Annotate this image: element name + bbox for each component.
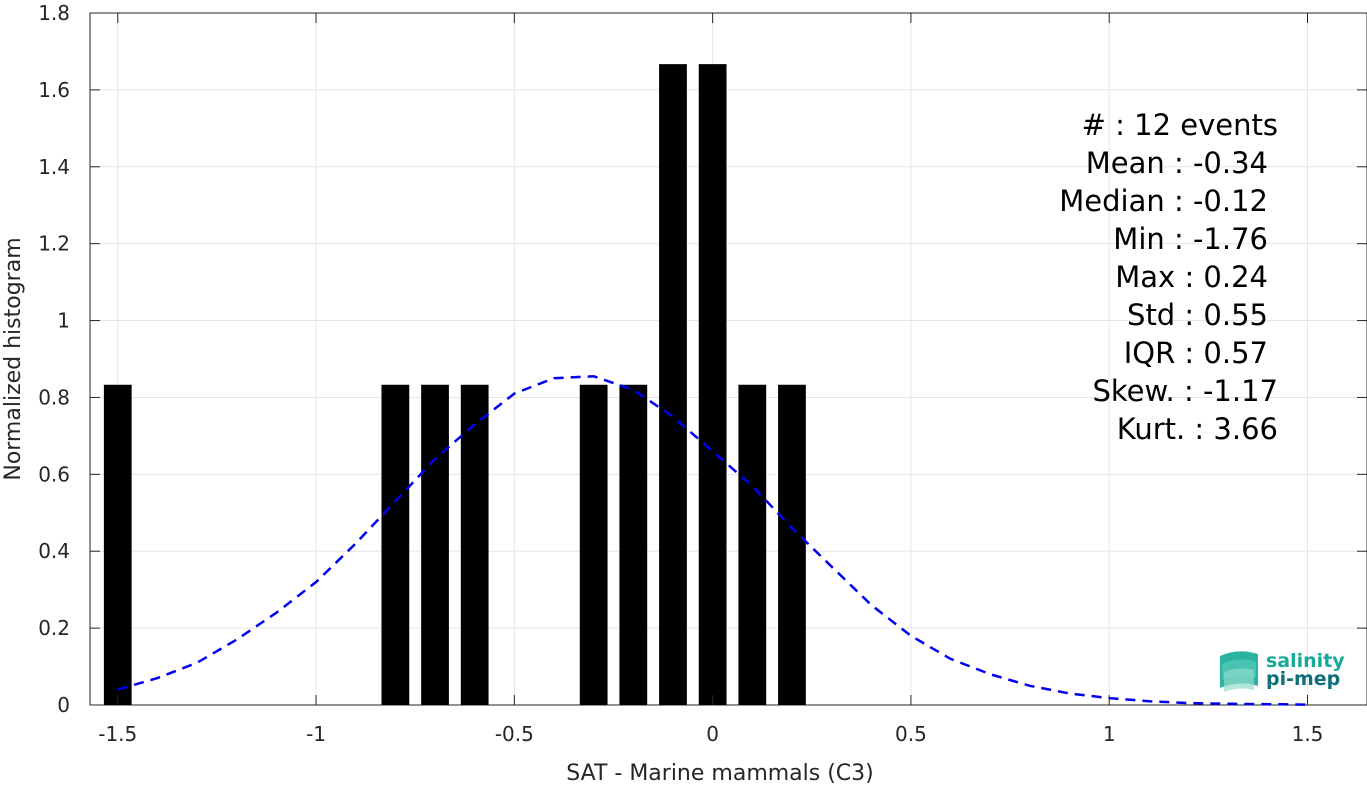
stat-line: Std : 0.55	[1127, 298, 1268, 332]
y-tick-label: 1.6	[38, 78, 70, 102]
x-tick-label: -1	[306, 722, 326, 746]
stat-line: IQR : 0.57	[1124, 336, 1268, 370]
stat-line: Median : -0.12	[1059, 184, 1268, 218]
x-tick-label: 1.5	[1292, 722, 1324, 746]
histogram-bar	[619, 384, 648, 705]
stat-line: Mean : -0.34	[1086, 146, 1268, 180]
y-tick-label: 1.4	[38, 155, 70, 179]
x-tick-label: 0.5	[895, 722, 927, 746]
y-tick-label: 1.8	[38, 1, 70, 25]
histogram-bar	[103, 384, 132, 705]
y-axis-label: Normalized histogram	[1, 237, 26, 480]
histogram-bar	[460, 384, 489, 705]
histogram-bar	[778, 384, 806, 705]
stat-line: # : 12 events	[1082, 108, 1278, 142]
histogram-bars	[103, 64, 806, 706]
logo-wave-icon	[1220, 651, 1258, 692]
logo-text-salinity: salinity	[1266, 650, 1345, 672]
x-axis-label: SAT - Marine mammals (C3)	[566, 761, 874, 785]
y-tick-label: 1	[57, 309, 70, 333]
salinity-pi-mep-logo: salinity pi-mep	[1220, 650, 1345, 692]
logo-text-pi-mep: pi-mep	[1266, 668, 1340, 690]
y-tick-label: 0.8	[38, 385, 70, 409]
statistics-box: # : 12 events Mean : -0.34 Median : -0.12 M…	[1059, 108, 1278, 446]
x-tick-label: 1	[1103, 722, 1116, 746]
stat-line: Max : 0.24	[1115, 260, 1268, 294]
y-tick-label: 0.4	[38, 539, 70, 563]
y-tick-label: 0.6	[38, 462, 70, 486]
stat-line: Kurt. : 3.66	[1117, 412, 1278, 446]
histogram-bar	[738, 384, 767, 705]
histogram-bar	[421, 384, 449, 705]
y-tick-label: 0	[57, 693, 70, 717]
stat-line: Min : -1.76	[1113, 222, 1268, 256]
y-tick-label: 0.2	[38, 616, 70, 640]
x-tick-label: -1.5	[98, 722, 137, 746]
axis-ticks: -1.5 -1 -0.5 0 0.5 1 1.5 0 0.2 0.4 0.6 0.8 1 1.2 1.4 1.…	[38, 1, 1367, 746]
y-tick-label: 1.2	[38, 232, 70, 256]
stat-line: Skew. : -1.17	[1092, 374, 1278, 408]
plot-area-frame	[89, 12, 1367, 706]
histogram-bar	[579, 384, 608, 705]
histogram-bar	[659, 64, 687, 706]
histogram-bar	[698, 64, 727, 706]
x-tick-label: 0	[706, 722, 719, 746]
histogram-bar	[381, 384, 410, 705]
x-tick-label: -0.5	[495, 722, 534, 746]
